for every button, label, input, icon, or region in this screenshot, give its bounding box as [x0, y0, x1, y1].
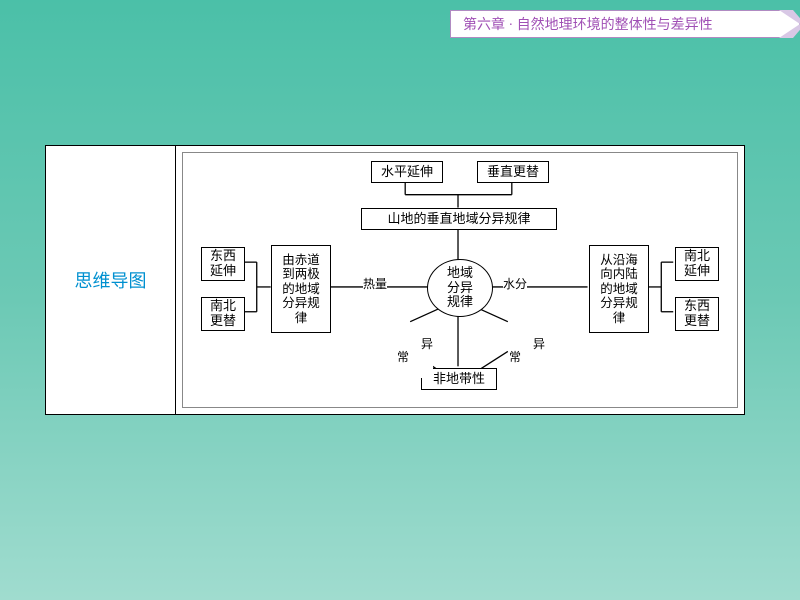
sidebar-cell: 思维导图: [46, 146, 176, 414]
node-horiz-extension: 水平延伸: [371, 161, 443, 183]
node-ew-extension-label: 东西 延伸: [210, 249, 236, 279]
node-horiz-extension-label: 水平延伸: [381, 165, 433, 180]
chapter-header: 第六章 · 自然地理环境的整体性与差异性: [450, 10, 800, 38]
node-coast-inland-label: 从沿海 向内陆 的地域 分异规 律: [600, 253, 638, 325]
node-ns-extension-label: 南北 延伸: [684, 249, 710, 279]
label-water-text: 水分: [503, 277, 527, 291]
label-water: 水分: [503, 275, 527, 292]
node-center-label: 地域 分异 规律: [447, 266, 473, 311]
node-non-zonal-label: 非地带性: [433, 372, 485, 387]
node-ew-extension: 东西 延伸: [201, 247, 245, 281]
node-ns-extension: 南北 延伸: [675, 247, 719, 281]
label-heat: 热量: [363, 275, 387, 292]
node-vert-alternation: 垂直更替: [477, 161, 549, 183]
label-heat-text: 热量: [363, 277, 387, 291]
node-ns-alternation-label: 南北 更替: [210, 299, 236, 329]
label-abnormal-right-text: 异 常: [509, 337, 545, 364]
label-abnormal-left: 异 常: [397, 325, 433, 378]
label-abnormal-left-text: 异 常: [397, 337, 433, 364]
node-equator-pole-label: 由赤道 到两极 的地域 分异规 律: [282, 253, 320, 325]
node-ew-alternation: 东西 更替: [675, 297, 719, 331]
chapter-title: 第六章 · 自然地理环境的整体性与差异性: [463, 14, 713, 34]
node-center: 地域 分异 规律: [427, 259, 493, 317]
main-table: 思维导图: [45, 145, 745, 415]
node-ns-alternation: 南北 更替: [201, 297, 245, 331]
mind-map-diagram: 水平延伸 垂直更替 山地的垂直地域分异规律 东西 延伸 南北 更替 由赤道 到两…: [182, 152, 738, 408]
label-abnormal-right: 异 常: [509, 325, 545, 378]
node-equator-pole: 由赤道 到两极 的地域 分异规 律: [271, 245, 331, 333]
node-coast-inland: 从沿海 向内陆 的地域 分异规 律: [589, 245, 649, 333]
node-vert-alternation-label: 垂直更替: [487, 165, 539, 180]
mind-map-title: 思维导图: [75, 267, 147, 293]
node-mountain-rule-label: 山地的垂直地域分异规律: [387, 212, 530, 227]
node-ew-alternation-label: 东西 更替: [684, 299, 710, 329]
node-mountain-rule: 山地的垂直地域分异规律: [361, 208, 557, 230]
diagram-cell: 水平延伸 垂直更替 山地的垂直地域分异规律 东西 延伸 南北 更替 由赤道 到两…: [176, 146, 744, 414]
